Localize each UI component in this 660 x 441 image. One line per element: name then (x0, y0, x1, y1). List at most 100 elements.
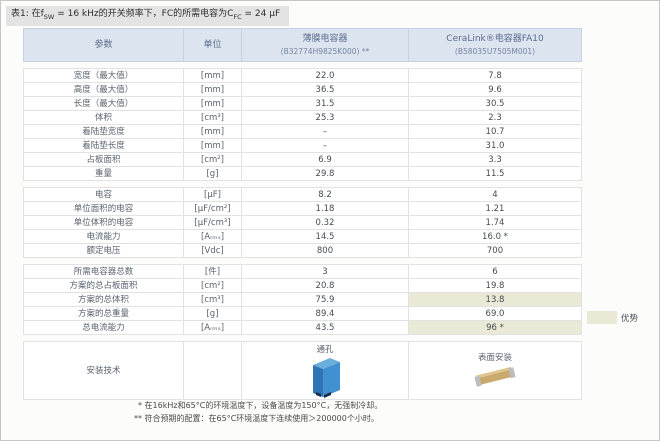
cell-ceralink: 4 (408, 187, 582, 202)
cell-label: 高度（最大值） (23, 82, 184, 97)
table-row: 宽度（最大值） [mm] 22.0 7.8 (23, 68, 582, 83)
cell-ceralink: 700 (408, 243, 582, 258)
cell-label: 单位面积的电容 (23, 201, 184, 216)
cell-label: 电容 (23, 187, 184, 202)
cell-label: 总电流能力 (23, 320, 184, 335)
table-row: 重量 [g] 29.8 11.5 (23, 166, 582, 181)
cell-ceralink: 69.0 (408, 306, 582, 321)
cell-unit: [mm] (183, 68, 242, 83)
electrical-section: 电容 [μF] 8.2 4 单位面积的电容 [μF/cm²] 1.18 1.21 单位体积的电容… (23, 187, 582, 258)
table-row: 额定电压 [Vdc] 800 700 (23, 243, 582, 258)
cell-film: – (241, 138, 409, 153)
dimensions-section: 宽度（最大值） [mm] 22.0 7.8 高度（最大值） [mm] 36.5 9.6 长度（最… (23, 68, 582, 181)
mounting-ceralink-cell: 表面安装 (408, 341, 582, 400)
table-row: 方案的总重量 [g] 89.4 69.0 (23, 306, 582, 321)
table-row: 电容 [μF] 8.2 4 (23, 187, 582, 202)
solution-totals-section: 所需电容器总数 [件] 3 6 方案的总占板面积 [cm²] 20.8 19.8 方案的总体积[… (23, 264, 582, 335)
cell-ceralink: 6 (408, 264, 582, 279)
cell-film: 20.8 (241, 278, 409, 293)
header-table: 参数 单位 薄膜电容器 (B32774H9825K000) ** CeraLin… (23, 28, 582, 62)
cell-film: – (241, 124, 409, 139)
cell-unit: [mm] (183, 138, 242, 153)
col-header-param: 参数 (23, 28, 184, 62)
footnotes: * 在16kHz和65°C的环境温度下，设备温度为150°C，无强制冷却。 **… (134, 399, 382, 425)
cell-ceralink: 9.6 (408, 82, 582, 97)
col-header-ceralink: CeraLink®电容器FA10 (B58035U7505M001) (408, 28, 582, 62)
cell-ceralink: 96 * (408, 320, 582, 335)
mounting-unit-empty (183, 341, 242, 400)
col-header-unit: 单位 (183, 28, 242, 62)
ceralink-part-number: (B58035U7505M001) (454, 46, 536, 56)
table-row: 单位体积的电容 [μF/cm³] 0.32 1.74 (23, 215, 582, 230)
cell-film: 89.4 (241, 306, 409, 321)
table-row: 占板面积 [cm²] 6.9 3.3 (23, 152, 582, 167)
cell-film: 75.9 (241, 292, 409, 307)
film-part-number: (B32774H9825K000) ** (280, 46, 370, 56)
subscript-fc: FC (233, 12, 242, 21)
cell-unit: [g] (183, 166, 242, 181)
table-row: 长度（最大值） [mm] 31.5 30.5 (23, 96, 582, 111)
table-row: 电流能力 [Aᵣₘₛ] 14.5 16.0 * (23, 229, 582, 244)
cell-ceralink: 1.74 (408, 215, 582, 230)
cell-ceralink: 1.21 (408, 201, 582, 216)
cell-ceralink: 10.7 (408, 124, 582, 139)
cell-label: 占板面积 (23, 152, 184, 167)
cell-film: 800 (241, 243, 409, 258)
col-header-film: 薄膜电容器 (B32774H9825K000) ** (241, 28, 409, 62)
cell-film: 14.5 (241, 229, 409, 244)
cell-ceralink: 19.8 (408, 278, 582, 293)
table-row: 方案的总体积 [cm³] 75.9 13.8 (23, 292, 582, 307)
advantage-label: 优势 (621, 313, 639, 324)
cell-label: 方案的总重量 (23, 306, 184, 321)
cell-film: 36.5 (241, 82, 409, 97)
cell-label: 宽度（最大值） (23, 68, 184, 83)
table-row: 安装技术 通孔 表面安装 (23, 341, 582, 400)
cell-unit: [μF] (183, 187, 242, 202)
table-row: 所需电容器总数 [件] 3 6 (23, 264, 582, 279)
cell-label: 着陆垫宽度 (23, 124, 184, 139)
cell-ceralink: 16.0 * (408, 229, 582, 244)
cell-label: 所需电容器总数 (23, 264, 184, 279)
cell-label: 电流能力 (23, 229, 184, 244)
subscript-sw: SW (43, 12, 55, 21)
cell-ceralink: 31.0 (408, 138, 582, 153)
cell-film: 43.5 (241, 320, 409, 335)
table-row: 着陆垫宽度 [mm] –10.7 (23, 124, 582, 139)
mounting-film-cell: 通孔 (241, 341, 409, 400)
cell-label: 体积 (23, 110, 184, 125)
film-name: 薄膜电容器 (302, 33, 348, 44)
cell-unit: [Aᵣₘₛ] (183, 229, 242, 244)
cell-unit: [cm³] (183, 292, 242, 307)
table-row: 总电流能力 [Aᵣₘₛ] 43.5 96 * (23, 320, 582, 335)
cell-ceralink: 13.8 (408, 292, 582, 307)
cell-film: 8.2 (241, 187, 409, 202)
cell-unit: [Aᵣₘₛ] (183, 320, 242, 335)
cell-film: 22.0 (241, 68, 409, 83)
footnote-1: * 在16kHz和65°C的环境温度下，设备温度为150°C，无强制冷却。 (138, 401, 383, 410)
smd-capacitor-icon (474, 366, 516, 387)
cell-unit: [μF/cm³] (183, 215, 242, 230)
cell-unit: [cm²] (183, 152, 242, 167)
cell-ceralink: 30.5 (408, 96, 582, 111)
cell-label: 额定电压 (23, 243, 184, 258)
cell-label: 方案的总体积 (23, 292, 184, 307)
cell-ceralink: 3.3 (408, 152, 582, 167)
table-row: 体积 [cm³] 25.3 2.3 (23, 110, 582, 125)
ceralink-name: CeraLink®电容器FA10 (446, 33, 544, 44)
advantage-swatch (587, 311, 617, 324)
cell-label: 方案的总占板面积 (23, 278, 184, 293)
cell-label: 着陆垫长度 (23, 138, 184, 153)
cell-film: 0.32 (241, 215, 409, 230)
cell-film: 1.18 (241, 201, 409, 216)
cell-unit: [mm] (183, 124, 242, 139)
cell-ceralink: 2.3 (408, 110, 582, 125)
cell-label: 长度（最大值） (23, 96, 184, 111)
cell-ceralink: 7.8 (408, 68, 582, 83)
mounting-section: 安装技术 通孔 表面安装 (23, 341, 582, 400)
cell-unit: [mm] (183, 96, 242, 111)
film-capacitor-icon (313, 357, 340, 398)
cell-unit: [cm³] (183, 110, 242, 125)
cell-unit: [mm] (183, 82, 242, 97)
footnote-2: ** 符合预期的配置：在65°C环境温度下连续使用＞200000个小时。 (134, 414, 379, 423)
